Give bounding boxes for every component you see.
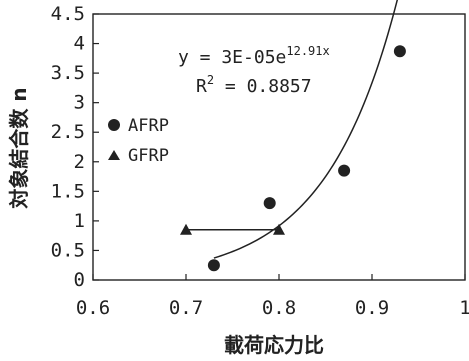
x-tick-label: 0.9: [355, 297, 389, 319]
r-squared-label: R2 = 0.8857: [196, 73, 312, 97]
afrp-point: [263, 197, 276, 210]
y-tick-labels: 0 0.5 1 1.5 2 2.5 3 3.5 4 4.5: [51, 3, 85, 291]
x-axis-title: 載荷応力比: [224, 333, 324, 357]
x-tick-label: 0.6: [76, 297, 110, 319]
x-tick-label: 1: [459, 297, 469, 319]
y-tick-label: 1: [74, 210, 85, 232]
y-tick-label: 3: [74, 92, 85, 114]
y-tick-label: 2: [74, 151, 85, 173]
afrp-point: [207, 259, 220, 272]
legend-afrp-label: AFRP: [128, 116, 169, 136]
x-tick-label: 0.8: [262, 297, 296, 319]
series-layer: [180, 0, 406, 272]
gfrp-point: [273, 223, 285, 235]
y-tick-label: 2.5: [51, 121, 85, 143]
gfrp-point: [180, 223, 192, 235]
x-tick-labels: 0.6 0.7 0.8 0.9 1: [76, 297, 469, 319]
axes: [92, 13, 466, 281]
y-tick-label: 4: [74, 33, 85, 55]
x-tick-label: 0.7: [169, 297, 203, 319]
y-tick-label: 0.5: [51, 239, 85, 261]
y-tick-label: 4.5: [51, 3, 85, 25]
y-tick-label: 3.5: [51, 62, 85, 84]
y-tick-label: 1.5: [51, 180, 85, 202]
afrp-point: [393, 45, 406, 58]
trendline: [213, 0, 399, 259]
trendline-equation: y = 3E-05e12.91x: [178, 44, 330, 68]
afrp-point: [338, 164, 351, 177]
y-axis-title: 対象結合数 n: [7, 87, 31, 209]
legend-gfrp-marker: [108, 150, 120, 160]
legend-afrp-marker: [108, 119, 120, 131]
legend-gfrp-label: GFRP: [128, 146, 169, 166]
y-tick-label: 0: [74, 269, 85, 291]
